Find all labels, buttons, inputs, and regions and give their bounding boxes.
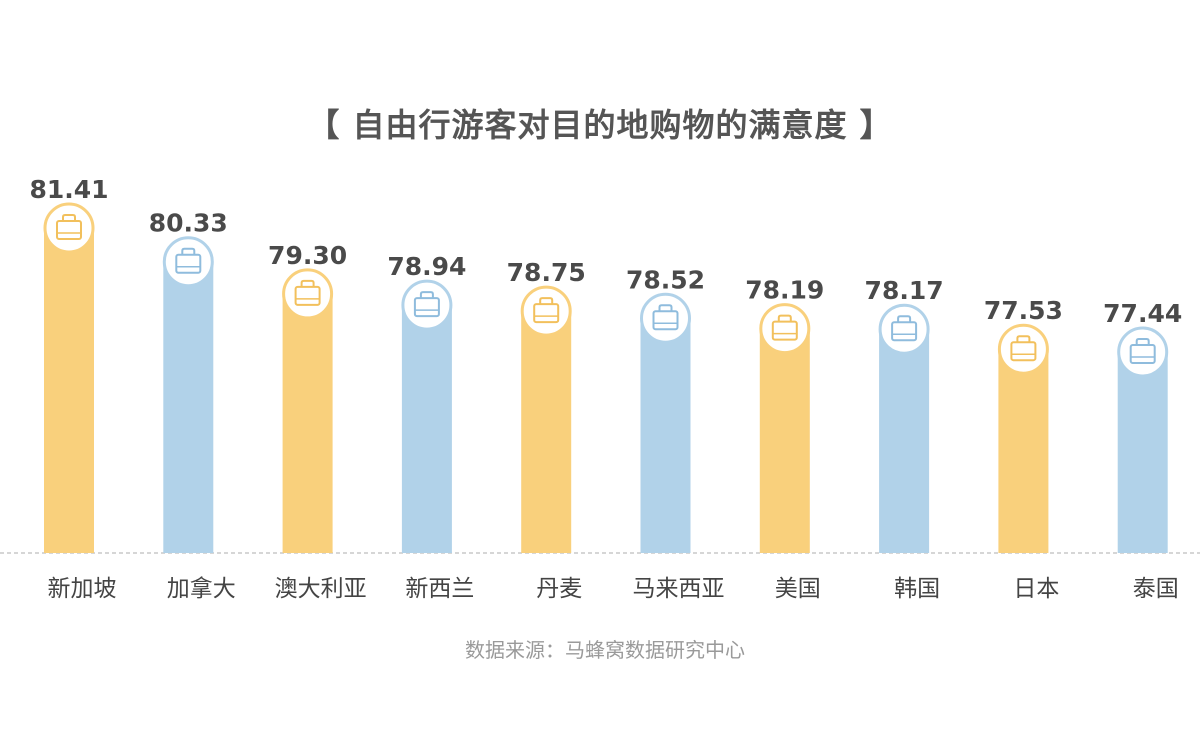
shopping-bag-icon [520,285,572,337]
value-label: 78.19 [745,276,824,305]
icon-circle [401,279,453,331]
category-label: 韩国 [894,576,940,602]
shopping-bag-icon [759,303,811,355]
category-label: 澳大利亚 [275,576,367,602]
bar [44,228,94,553]
icon-circle [43,202,95,254]
category-label: 日本 [1013,576,1059,602]
bag-body [413,297,440,318]
bag-handle [1135,338,1150,345]
shopping-bag-icon [282,268,334,320]
bar [879,329,930,553]
bag-handle [777,314,792,322]
bar [640,318,691,553]
bar [401,305,452,553]
shopping-bag-icon [401,279,453,331]
bag-handle [1016,335,1031,343]
icon-circle [520,285,572,337]
bar [163,261,214,553]
value-label: 78.75 [507,258,586,287]
bag-body [294,285,321,306]
category-label: 丹麦 [536,576,582,602]
icon-circle [997,323,1049,375]
value-label: 77.53 [984,296,1063,325]
value-label: 78.52 [626,265,705,294]
bag-handle [539,297,554,305]
shopping-bag-icon [43,202,95,254]
icon-circle [878,303,930,355]
value-label: 78.94 [387,252,466,281]
category-label: 马来西亚 [633,576,725,602]
category-label: 加拿大 [167,575,236,602]
category-label: 新加坡 [48,576,117,602]
bag-handle [419,291,434,299]
shopping-bag-icon [640,292,691,344]
chart-title: 【 自由行游客对目的地购物的满意度 】 [307,106,893,144]
bag-body [175,253,202,274]
bag-body [1129,344,1156,364]
icon-circle [162,236,214,288]
bar [521,311,572,553]
bar [998,349,1049,553]
bag-handle [300,279,315,287]
shopping-bag-icon [997,323,1049,375]
bag-body [652,310,679,331]
bar [759,328,810,553]
icon-circle [640,292,691,344]
category-label: 新西兰 [405,576,474,602]
icon-circle [282,268,334,320]
bag-body [891,321,918,342]
icon-circle [1117,326,1169,378]
bag-body [56,220,82,240]
bag-handle [181,247,196,255]
category-label: 泰国 [1133,576,1179,602]
value-label: 77.44 [1103,299,1182,328]
shopping-bag-icon [1117,326,1169,378]
bar [282,293,333,553]
icon-circle [759,303,811,355]
bag-body [1010,341,1037,362]
source-note: 数据来源：马蜂窝数据研究中心 [465,638,745,662]
category-label: 美国 [775,576,821,602]
bag-handle [897,315,912,323]
bar [1117,352,1168,553]
shopping-bag-icon [162,236,214,288]
value-label: 78.17 [865,276,944,305]
value-label: 81.41 [29,175,108,204]
bag-body [533,303,560,324]
bag-body [771,320,798,341]
shopping-bag-icon [878,303,930,355]
value-label: 79.30 [268,241,347,270]
bag-handle [62,214,76,221]
value-label: 80.33 [149,209,228,238]
bag-handle [658,304,673,312]
